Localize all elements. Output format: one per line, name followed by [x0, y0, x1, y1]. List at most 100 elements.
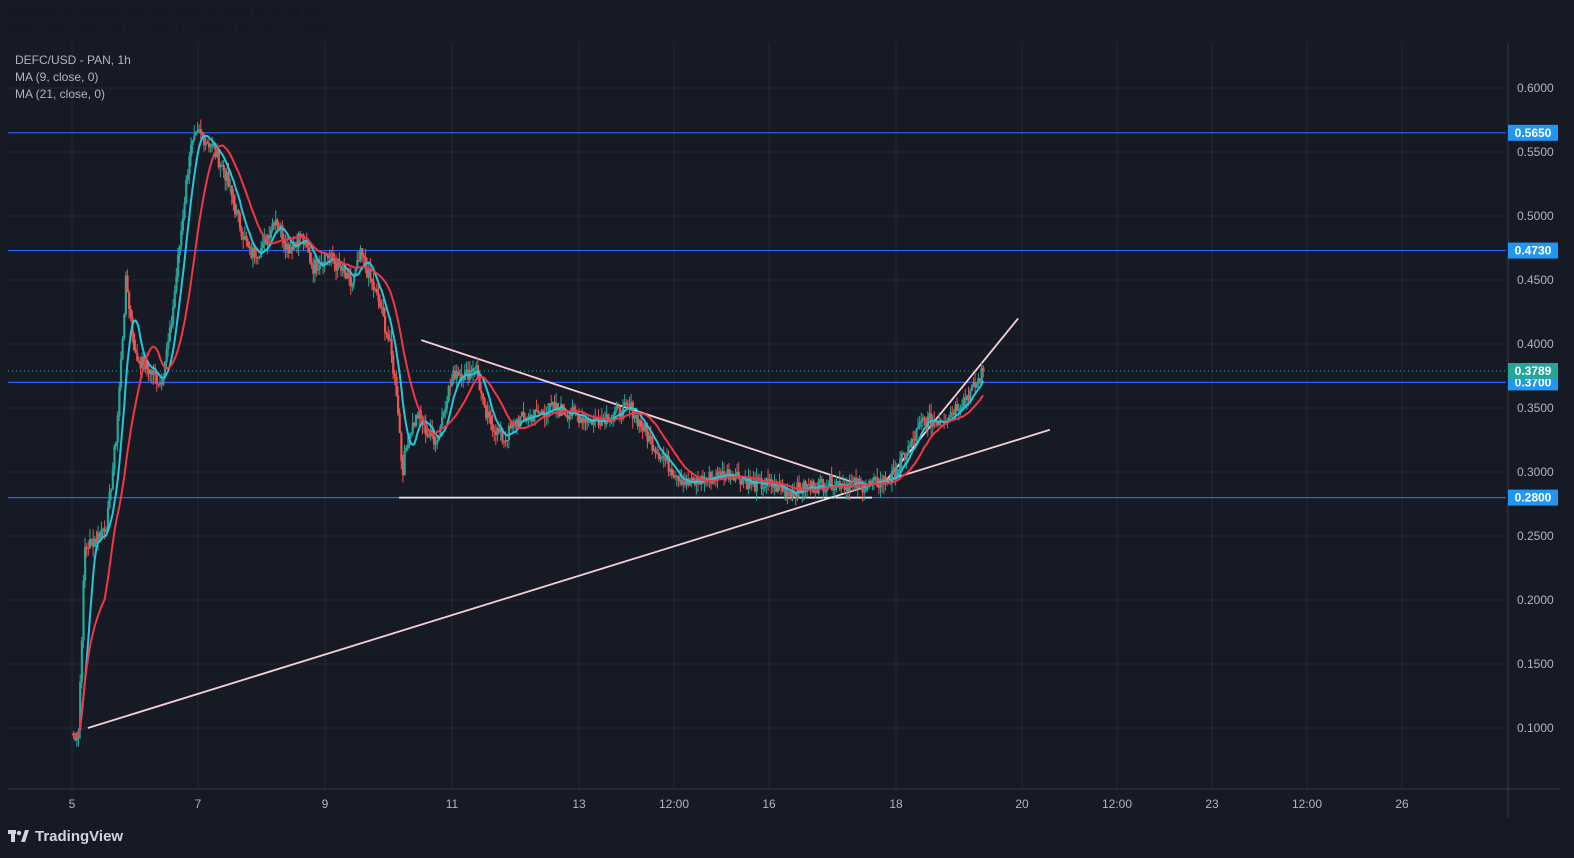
candle-body — [742, 478, 745, 481]
time-axis[interactable]: 5 7 9 11 13 12:00 16 18 20 12:00 23 12:00 26 — [69, 797, 1409, 811]
candle-body — [263, 238, 266, 243]
candle-body — [462, 380, 465, 382]
ma9-line — [71, 134, 985, 738]
tradingview-logo[interactable]: TradingView — [8, 826, 123, 846]
candle-body — [830, 475, 833, 491]
candle-body — [553, 402, 556, 409]
candle-body — [964, 397, 967, 400]
level-tag — [1508, 124, 1558, 141]
candle-body — [388, 338, 392, 340]
candle-body — [511, 422, 514, 429]
candle-body — [716, 471, 719, 481]
candle-body — [217, 149, 220, 168]
candle-body — [828, 475, 832, 487]
candle-body — [447, 386, 450, 402]
candle-body — [726, 469, 729, 475]
candle-body — [413, 422, 416, 427]
candle-body — [569, 415, 573, 417]
candle-body — [119, 359, 123, 388]
candle-body — [173, 291, 176, 308]
candle-body — [801, 492, 804, 494]
candle-body — [118, 387, 121, 416]
candle-body — [920, 420, 923, 423]
x-tick-label: 23 — [1205, 797, 1219, 811]
candle-body — [338, 260, 341, 266]
candle-body — [284, 243, 287, 250]
candle-body — [947, 417, 951, 420]
x-tick-label: 26 — [1395, 797, 1409, 811]
candle-body — [972, 382, 975, 386]
candle-body — [165, 349, 168, 363]
candle-body — [101, 528, 105, 530]
candle-body — [123, 314, 126, 339]
legend-ma9[interactable]: MA (9, close, 0) — [15, 70, 99, 84]
candle-body — [923, 417, 926, 420]
candle-body — [535, 409, 538, 411]
level-tag — [1508, 242, 1558, 259]
candle-body — [573, 406, 576, 410]
level-tag-label: 0.2800 — [1515, 491, 1552, 505]
candle-body — [915, 429, 918, 441]
ohlc-readout: DEFC/USD - PAN, 60 O:0.3767 H:0.3789 L:0… — [7, 22, 330, 36]
x-tick-label: 18 — [889, 797, 903, 811]
candle-body — [791, 490, 794, 498]
moving-averages — [71, 134, 985, 738]
candle-body — [154, 370, 157, 375]
candle-body — [938, 421, 941, 426]
candle-body — [243, 236, 246, 240]
candle-body — [375, 288, 379, 293]
x-tick-label: 12:00 — [1102, 797, 1132, 811]
candle-body — [480, 390, 483, 394]
candle-body — [579, 417, 582, 424]
candle-body — [178, 245, 181, 256]
candle-body — [299, 233, 302, 237]
candle-body — [921, 417, 925, 421]
candle-body — [507, 425, 511, 441]
candle-body — [563, 413, 566, 416]
candle-body — [625, 402, 628, 405]
candle-body — [278, 225, 281, 229]
candle-body — [454, 370, 457, 379]
candle-body — [149, 370, 152, 375]
candle-body — [201, 132, 204, 136]
candle-body — [874, 476, 877, 478]
last-price-tag — [1508, 363, 1558, 380]
candle-body — [680, 479, 683, 485]
candle-body — [180, 230, 183, 246]
price-axis[interactable]: 0.6000 0.5500 0.5000 0.4500 0.4000 0.3500 0.30… — [1517, 81, 1554, 735]
candle-body — [767, 478, 770, 482]
candle-body — [159, 382, 162, 385]
candle-body — [794, 494, 797, 498]
candle-body — [630, 402, 633, 408]
legend-symbol[interactable]: DEFC/USD - PAN, 1h — [15, 53, 131, 67]
candle-body — [959, 407, 962, 411]
candle-body — [568, 415, 571, 420]
candle-body — [485, 405, 488, 418]
candle-body — [494, 431, 498, 435]
candle-body — [247, 241, 250, 247]
candle-body — [353, 274, 356, 284]
candle-body — [281, 225, 284, 240]
candle-body — [181, 217, 185, 231]
candle-body — [106, 507, 110, 532]
candle-body — [227, 172, 230, 187]
candle-body — [542, 410, 545, 414]
candle-body — [718, 471, 721, 473]
candle-body — [866, 484, 869, 488]
candle-body — [775, 481, 778, 492]
legend-ma21[interactable]: MA (21, close, 0) — [15, 87, 106, 101]
candle-body — [436, 440, 439, 445]
candle-body — [723, 471, 726, 481]
tradingview-logo-icon — [8, 829, 30, 843]
candle-body — [533, 409, 537, 417]
candle-body — [198, 129, 201, 131]
candle-body — [788, 491, 791, 493]
candle-body — [274, 219, 277, 226]
candle-body — [115, 442, 118, 447]
candle-body — [584, 418, 587, 422]
candle-body — [855, 477, 858, 488]
candle-body — [141, 356, 144, 369]
candle-body — [160, 382, 163, 385]
candle-body — [890, 470, 894, 482]
